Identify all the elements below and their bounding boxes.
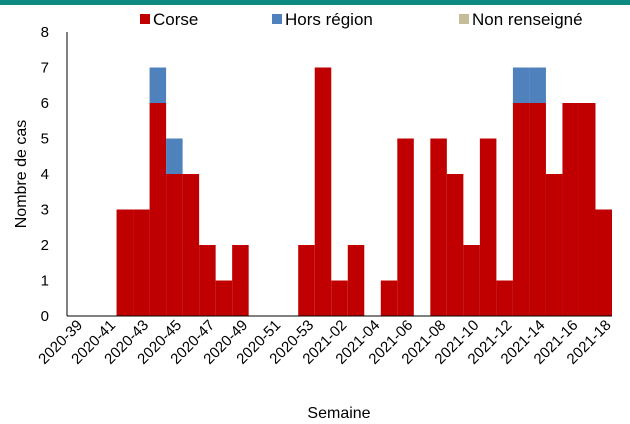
y-tick-label: 1 xyxy=(41,273,49,290)
bar-corse-2020-43 xyxy=(133,209,150,316)
bar-corse-2021-09 xyxy=(446,174,464,316)
bars xyxy=(116,67,612,316)
bar-corse-2021-13 xyxy=(512,103,530,316)
top-accent-bar xyxy=(0,0,630,5)
bar-corse-2020-42 xyxy=(116,209,134,316)
bar-corse-2021-05 xyxy=(380,280,398,316)
bar-corse-2021-15 xyxy=(545,174,563,316)
bar-corse-2020-46 xyxy=(182,174,200,316)
bar-corse-2020-53 xyxy=(298,245,315,316)
y-tick-label: 6 xyxy=(41,95,49,112)
bar-hors-r-gion-2020-45 xyxy=(166,138,183,174)
legend: Corse Hors région Non renseigné xyxy=(140,10,583,29)
legend-label: Non renseigné xyxy=(472,10,583,29)
y-tick-label: 2 xyxy=(41,237,49,254)
bar-corse-2021-12 xyxy=(496,280,513,316)
bar-corse-2021-03 xyxy=(347,245,365,316)
x-axis-title: Semaine xyxy=(307,405,370,422)
bar-corse-2021-16 xyxy=(562,103,579,316)
bar-corse-2020-47 xyxy=(199,245,216,316)
bar-corse-2021-17 xyxy=(578,103,596,316)
bar-corse-2021-02 xyxy=(331,280,348,316)
y-tick-labels: 0 1 2 3 4 5 6 7 8 xyxy=(41,24,49,325)
bar-corse-2021-06 xyxy=(397,138,414,316)
bar-corse-2021-08 xyxy=(430,138,447,316)
bar-corse-2021-18 xyxy=(595,209,612,316)
y-tick-label: 5 xyxy=(41,131,49,148)
bar-corse-2021-11 xyxy=(479,138,497,316)
bar-corse-2020-45 xyxy=(166,174,183,316)
bar-hors-r-gion-2020-44 xyxy=(149,67,167,103)
bar-corse-2021-14 xyxy=(529,103,546,316)
legend-swatch xyxy=(272,14,282,24)
bar-corse-2020-49 xyxy=(232,245,249,316)
y-axis-title: Nombre de cas xyxy=(13,120,30,229)
bar-hors-r-gion-2021-13 xyxy=(512,67,530,103)
y-tick-label: 8 xyxy=(41,24,49,41)
y-tick-label: 3 xyxy=(41,202,49,219)
legend-label: Corse xyxy=(153,10,198,29)
y-tick-label: 0 xyxy=(41,308,49,325)
legend-label: Hors région xyxy=(285,10,373,29)
bar-corse-2021-01 xyxy=(314,67,332,316)
x-tick-labels: 2020-392020-412020-432020-452020-472020-… xyxy=(35,317,614,368)
bar-corse-2021-10 xyxy=(463,245,480,316)
axes xyxy=(66,32,612,317)
bar-corse-2020-48 xyxy=(215,280,233,316)
y-tick-label: 4 xyxy=(41,166,49,183)
bar-hors-r-gion-2021-14 xyxy=(529,67,546,103)
legend-swatch xyxy=(459,14,469,24)
y-tick-label: 7 xyxy=(41,60,49,77)
legend-swatch xyxy=(140,14,150,24)
bar-corse-2020-44 xyxy=(149,103,167,316)
